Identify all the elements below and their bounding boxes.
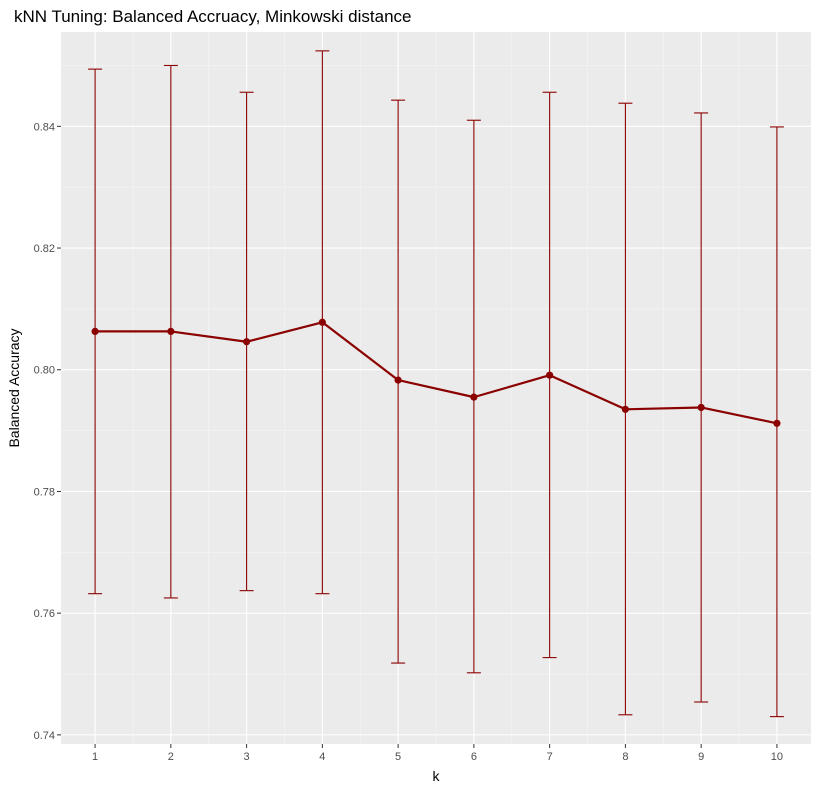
x-tick-label: 1 <box>92 751 98 763</box>
data-point <box>91 327 99 336</box>
chart-title: kNN Tuning: Balanced Accruacy, Minkowski… <box>14 7 411 26</box>
x-axis: 1 2 3 4 5 6 7 8 9 10 <box>92 744 783 763</box>
x-tick-label: 2 <box>168 751 174 763</box>
y-tick-label: 0.74 <box>34 730 55 742</box>
x-tick-label: 4 <box>319 751 325 763</box>
data-point <box>773 419 781 427</box>
x-tick-label: 8 <box>622 751 628 763</box>
y-tick-label: 0.80 <box>34 365 55 377</box>
data-point <box>167 327 175 336</box>
series-line-group <box>95 321 778 425</box>
data-point <box>470 393 478 401</box>
x-axis-title: k <box>433 768 441 784</box>
y-tick-label: 0.84 <box>34 121 55 133</box>
x-tick-label: 3 <box>244 751 250 763</box>
x-tick-label: 6 <box>471 751 477 763</box>
data-point <box>621 405 629 413</box>
x-tick-label: 5 <box>395 751 401 763</box>
x-tick-label: 10 <box>771 751 783 763</box>
y-tick-label: 0.76 <box>34 608 55 620</box>
data-point <box>394 376 402 384</box>
y-tick-label: 0.78 <box>34 486 55 498</box>
data-point <box>697 403 705 412</box>
data-points <box>91 318 781 427</box>
y-axis: 0.74 0.76 0.78 0.80 0.82 0.84 <box>34 121 61 742</box>
data-point <box>546 371 554 379</box>
y-axis-title: Balanced Accuracy <box>6 328 22 447</box>
y-tick-label: 0.82 <box>34 243 55 255</box>
series-line <box>95 321 778 425</box>
x-tick-label: 7 <box>547 751 553 763</box>
x-tick-label: 9 <box>698 751 704 763</box>
data-point <box>318 318 326 326</box>
data-point <box>243 338 251 346</box>
